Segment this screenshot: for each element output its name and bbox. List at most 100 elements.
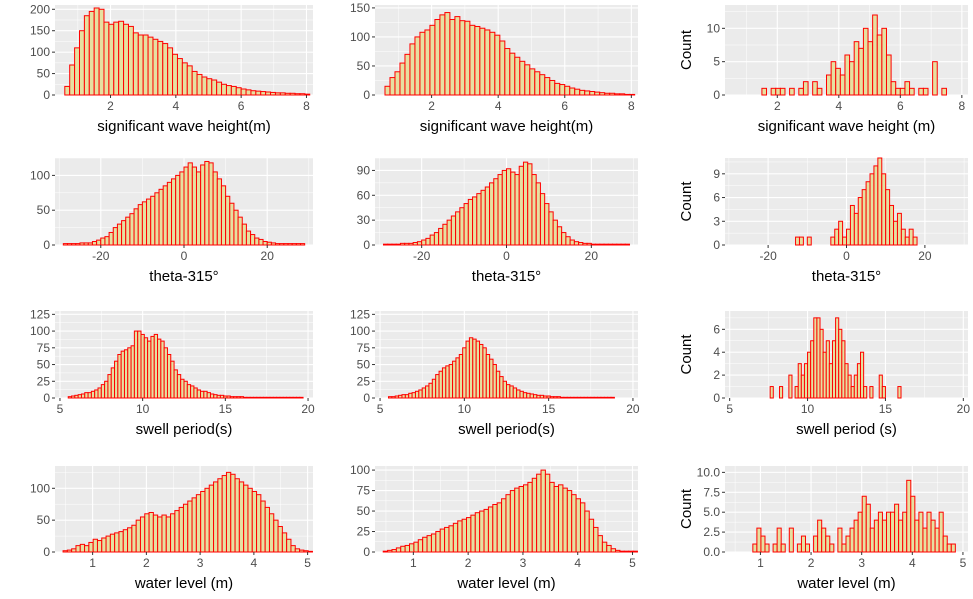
- histogram-bar: [615, 549, 621, 553]
- y-tick-label: 100: [350, 463, 370, 477]
- histogram-bar: [535, 182, 541, 246]
- histogram-bar: [559, 84, 566, 96]
- x-axis-title: significant wave height(m): [97, 118, 270, 135]
- histogram-panel-3: 2 4 6 8 0 5 10 significant wave height (m) Count: [678, 5, 968, 135]
- histogram-bar: [179, 171, 185, 246]
- histogram-bar: [926, 511, 932, 553]
- histogram-bar: [141, 201, 148, 246]
- histogram-bar: [474, 512, 481, 553]
- histogram-bar: [114, 532, 120, 553]
- histogram-bar: [576, 396, 582, 399]
- histogram-bar: [409, 43, 416, 96]
- x-tick-label: 4: [251, 556, 258, 570]
- histogram-bar: [918, 87, 924, 96]
- histogram-bar: [449, 19, 456, 96]
- histogram-bar: [881, 173, 887, 246]
- histogram-bar: [479, 343, 484, 399]
- histogram-bar: [79, 242, 85, 246]
- histogram-bar: [492, 364, 497, 399]
- y-tick-label: 25: [357, 374, 371, 388]
- histogram-bar: [216, 178, 222, 246]
- histogram-bar: [826, 74, 832, 96]
- histogram-bar: [531, 477, 538, 553]
- histogram-bar: [88, 541, 94, 553]
- histogram-bar: [131, 524, 137, 553]
- histogram-bar: [539, 74, 546, 96]
- histogram-bar: [414, 390, 420, 399]
- histogram-bar: [575, 498, 581, 553]
- histogram-bar: [127, 25, 134, 96]
- histogram-bar: [266, 241, 272, 246]
- histogram-bar: [624, 93, 631, 96]
- histogram-bar: [211, 79, 218, 96]
- histogram-bar: [391, 243, 397, 246]
- x-tick-label: 4: [495, 99, 502, 113]
- histogram-bar: [220, 185, 227, 246]
- histogram-bar: [590, 243, 597, 246]
- histogram-bar: [62, 550, 68, 553]
- histogram-bar: [540, 469, 546, 553]
- histogram-bar: [262, 241, 268, 246]
- histogram-bar: [529, 393, 534, 399]
- histogram-bar: [225, 471, 232, 553]
- x-tick-label: 20: [957, 402, 971, 416]
- histogram-bar: [395, 547, 402, 553]
- histogram-bar: [438, 227, 444, 246]
- histogram-bar: [526, 392, 531, 399]
- histogram-bar: [400, 545, 406, 553]
- x-tick-label: 5: [960, 556, 967, 570]
- histogram-bar: [92, 538, 98, 553]
- histogram-bar: [412, 242, 418, 246]
- histogram-bar: [893, 220, 898, 246]
- histogram-bar: [484, 29, 491, 96]
- x-tick-label: 4: [172, 99, 179, 113]
- histogram-bar: [600, 396, 605, 399]
- histogram-bar: [71, 548, 77, 553]
- histogram-bar: [518, 485, 524, 553]
- histogram-bar: [904, 81, 911, 96]
- histogram-bar: [597, 396, 602, 399]
- histogram-bar: [562, 487, 568, 553]
- histogram-bar: [610, 396, 615, 399]
- histogram-bar: [470, 514, 476, 553]
- histogram-bar: [93, 7, 100, 96]
- histogram-bar: [133, 208, 139, 246]
- x-tick-label: 3: [197, 556, 204, 570]
- histogram-bar: [450, 215, 457, 246]
- x-axis-title: water level (m): [796, 575, 895, 592]
- histogram-bar: [804, 543, 811, 553]
- histogram-bar: [408, 392, 413, 399]
- x-tick-label: 5: [629, 556, 636, 570]
- histogram-bar: [281, 532, 288, 553]
- y-tick-label: 100: [30, 324, 50, 338]
- histogram-bar: [135, 519, 141, 553]
- histogram-bar: [619, 550, 625, 553]
- histogram-bar: [457, 520, 463, 553]
- histogram-bar: [506, 168, 512, 246]
- histogram-bar: [539, 394, 545, 399]
- histogram-bar: [79, 543, 86, 553]
- histogram-bar: [113, 21, 120, 96]
- histogram-bar: [464, 20, 471, 96]
- histogram-bar: [175, 174, 181, 246]
- histogram-bar: [895, 87, 901, 96]
- histogram-bar: [865, 503, 871, 553]
- histogram-bar: [549, 396, 555, 399]
- histogram-bar: [544, 203, 550, 246]
- histogram-bar: [514, 487, 520, 553]
- histogram-bar: [841, 543, 847, 553]
- histogram-bar: [83, 15, 90, 96]
- histogram-bar: [195, 171, 202, 246]
- y-tick-label: 150: [350, 1, 370, 15]
- histogram-bar: [404, 242, 410, 246]
- histogram-bar: [479, 27, 486, 96]
- histogram-bar: [225, 195, 231, 246]
- histogram-bar: [428, 382, 433, 399]
- histogram-bar: [569, 87, 576, 96]
- histogram-bar: [87, 242, 93, 246]
- histogram-bar: [162, 185, 168, 246]
- histogram-bar: [536, 473, 542, 553]
- histogram-bar: [829, 543, 835, 553]
- histogram-bar: [452, 522, 459, 553]
- histogram-bar: [139, 516, 146, 553]
